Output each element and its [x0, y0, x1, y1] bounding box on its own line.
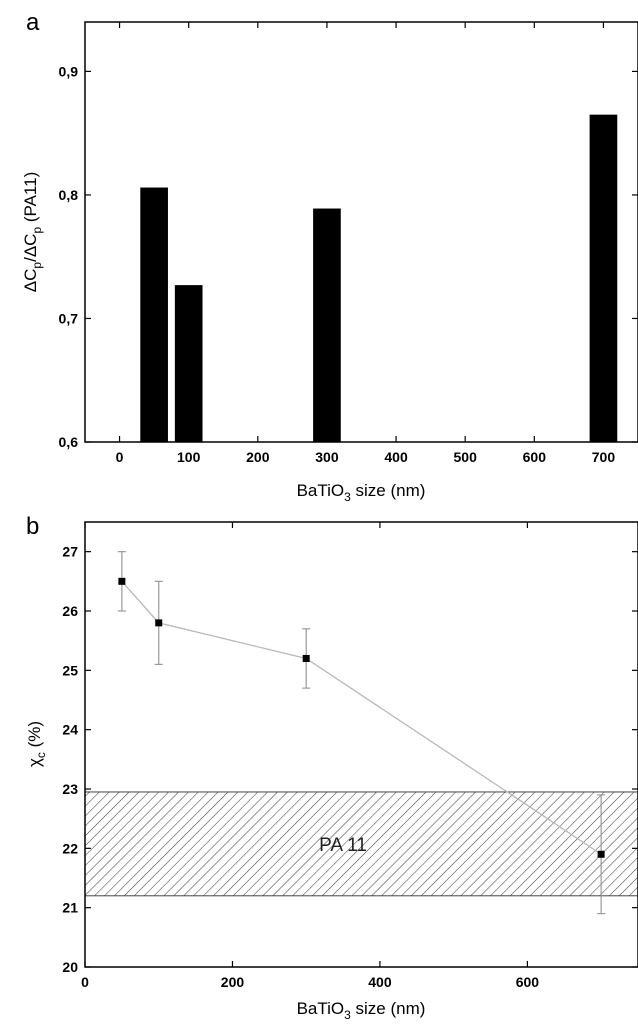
x-tick-label: 0	[81, 974, 89, 990]
panel-b-axes-frame	[84, 521, 638, 968]
y-tick-label: 23	[62, 781, 78, 797]
panel-b-x-axis-label: BaTiO3 size (nm)	[297, 999, 426, 1022]
panel-a-y-ticks: 0,6 0,7 0,8 0,9	[59, 63, 638, 450]
y-tick-label: 0,8	[59, 187, 79, 203]
pa11-band-label: PA 11	[319, 835, 367, 856]
x-tick-label: 600	[516, 974, 540, 990]
y-tick-label: 20	[62, 959, 78, 975]
x-tick-label: 300	[315, 449, 339, 465]
panel-a: a 0 100 200 300 400 500 600 700 0,6 0,7 0,8 0,9 Ba…	[21, 9, 638, 504]
y-tick-label: 27	[62, 544, 78, 560]
x-tick-label: 200	[221, 974, 245, 990]
bar-100nm	[174, 285, 203, 442]
data-point-100nm	[155, 619, 163, 627]
panel-b-label: b	[26, 513, 39, 540]
y-tick-label: 25	[62, 662, 78, 678]
y-tick-label: 0,9	[59, 63, 79, 79]
x-tick-label: 600	[523, 449, 547, 465]
y-tick-label: 24	[62, 722, 78, 738]
x-tick-label: 500	[454, 449, 478, 465]
panel-a-x-axis-label: BaTiO3 size (nm)	[297, 481, 426, 504]
y-tick-label: 21	[62, 900, 78, 916]
bar-300nm	[313, 208, 341, 442]
y-tick-label: 0,7	[59, 310, 79, 326]
panel-a-bars	[140, 114, 618, 442]
x-tick-label: 0	[116, 449, 124, 465]
panel-b: b PA 11 0 200 400 600 20 21 22 23 24 25 26 27 BaTi…	[25, 513, 638, 1022]
panel-a-x-ticks: 0 100 200 300 400 500 600 700	[116, 22, 616, 465]
panel-b-x-ticks: 0 200 400 600	[81, 522, 539, 990]
y-tick-label: 26	[62, 603, 78, 619]
panel-b-y-ticks: 20 21 22 23 24 25 26 27	[62, 544, 638, 975]
data-point-700nm	[597, 850, 605, 858]
bar-700nm	[589, 114, 618, 442]
y-tick-label: 22	[62, 840, 78, 856]
x-tick-label: 200	[246, 449, 270, 465]
panel-a-label: a	[26, 9, 40, 36]
data-point-50nm	[118, 577, 126, 585]
panel-a-y-axis-label: ΔCp/ΔCp (PA11)	[21, 172, 44, 292]
data-point-300nm	[302, 654, 310, 662]
x-tick-label: 100	[177, 449, 201, 465]
x-tick-label: 400	[384, 449, 408, 465]
panel-b-y-axis-label: χc (%)	[25, 721, 48, 767]
y-tick-label: 0,6	[59, 434, 79, 450]
x-tick-label: 700	[592, 449, 616, 465]
series-line	[121, 580, 602, 855]
panel-a-axes-frame	[84, 21, 638, 443]
panel-b-plot	[117, 551, 606, 915]
bar-50nm	[140, 187, 168, 442]
x-tick-label: 400	[368, 974, 392, 990]
